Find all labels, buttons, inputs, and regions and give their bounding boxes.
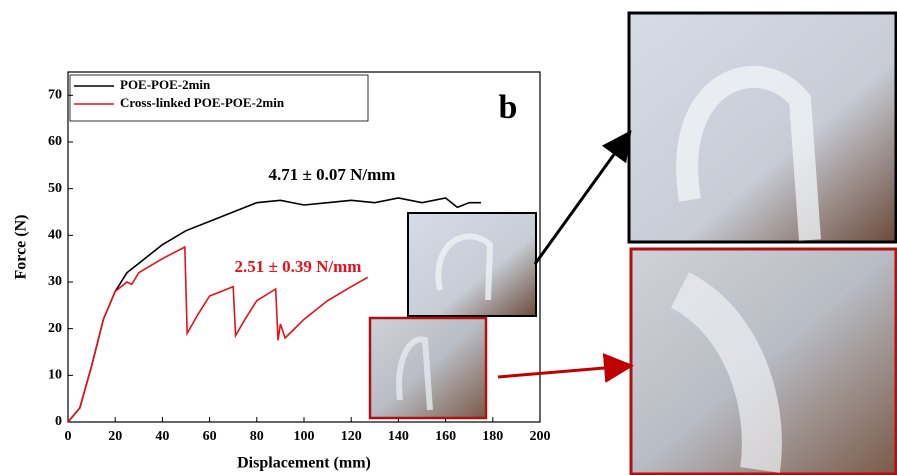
sample-shape (396, 336, 433, 411)
x-tick-label: 80 (250, 429, 264, 444)
x-tick-label: 60 (203, 429, 217, 444)
x-tick-label: 160 (435, 429, 456, 444)
y-tick-label: 60 (48, 134, 62, 149)
sample-shape (435, 233, 494, 301)
arrow (497, 353, 634, 383)
y-axis-title: Force (N) (13, 215, 30, 280)
legend-frame (69, 74, 369, 122)
x-axis-title: Displacement (mm) (237, 455, 371, 472)
annotation: 4.71 ± 0.07 N/mm (269, 165, 396, 184)
x-tick-label: 200 (530, 429, 551, 444)
sample-shape (670, 272, 782, 473)
y-tick-label: 70 (48, 88, 62, 103)
inset-photo (407, 212, 537, 317)
y-tick-label: 10 (48, 368, 62, 383)
legend-label: Cross-linked POE-POE-2min (120, 95, 285, 110)
y-tick-label: 30 (48, 274, 62, 289)
x-tick-label: 0 (65, 429, 72, 444)
y-tick-label: 40 (48, 228, 62, 243)
sample-shape (676, 65, 821, 241)
y-tick-label: 0 (55, 414, 62, 429)
legend-label: POE-POE-2min (120, 77, 211, 92)
y-tick-label: 50 (48, 181, 62, 196)
plot: 0 20 40 60 80 100 120 140 160 180 200 0 10 20 30 40 50 60… (48, 74, 551, 444)
photo (627, 11, 897, 244)
y-tick-label: 20 (48, 321, 62, 336)
x-tick-label: 100 (294, 429, 315, 444)
x-tick-label: 20 (108, 429, 122, 444)
x-tick-label: 180 (482, 429, 503, 444)
arrow (533, 130, 632, 265)
panel-label: b (499, 89, 518, 126)
annotation: 2.51 ± 0.39 N/mm (235, 257, 362, 276)
x-tick-label: 120 (341, 429, 362, 444)
series-line (67, 245, 369, 423)
x-tick-label: 140 (388, 429, 409, 444)
x-tick-label: 40 (155, 429, 169, 444)
